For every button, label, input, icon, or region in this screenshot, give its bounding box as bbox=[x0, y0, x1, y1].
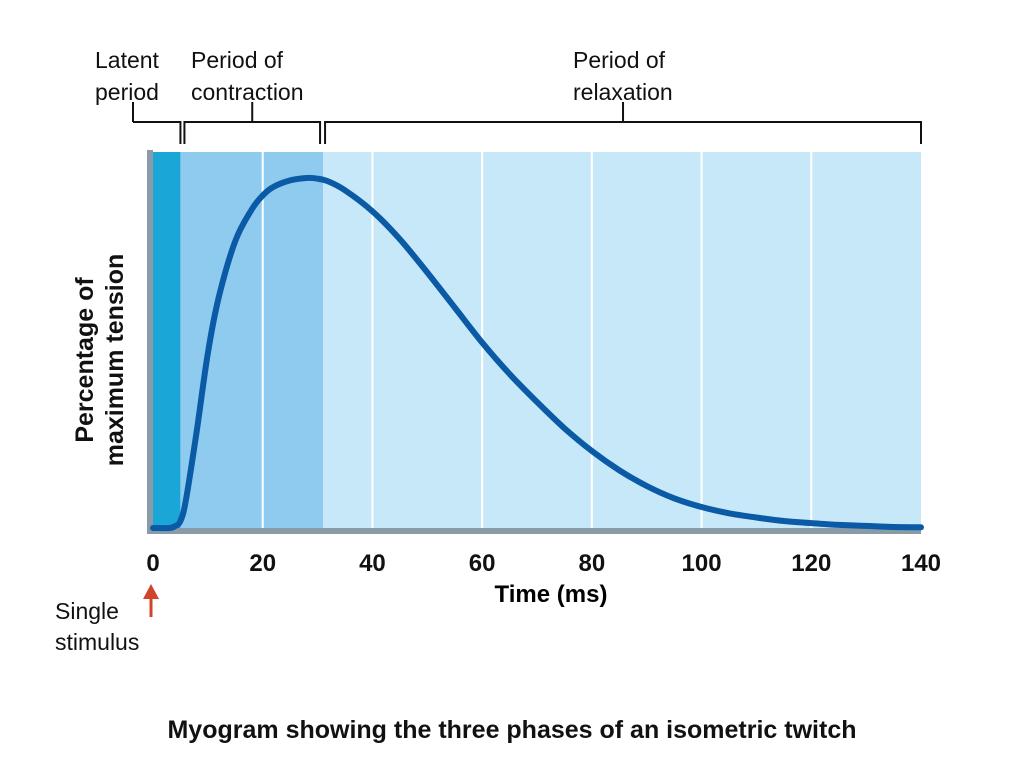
x-tick-label: 100 bbox=[682, 550, 722, 577]
x-tick-label: 80 bbox=[579, 550, 606, 577]
stimulus-label: Single stimulus bbox=[55, 596, 139, 658]
phase-bands bbox=[153, 152, 921, 530]
phase-label-line: relaxation bbox=[573, 79, 673, 105]
phase-label-latent: Latent period bbox=[95, 44, 159, 108]
phase-label-line: contraction bbox=[191, 79, 304, 105]
phase-brackets bbox=[132, 102, 922, 144]
phase-label-line: Period of bbox=[573, 47, 666, 73]
x-tick-labels: 0 20 40 60 80 100 120 140 bbox=[146, 550, 941, 577]
x-tick-label: 60 bbox=[469, 550, 496, 577]
stimulus-label-line: stimulus bbox=[55, 629, 140, 655]
y-axis-label-line: Percentage of bbox=[71, 277, 99, 443]
y-axis-label-line: maximum tension bbox=[101, 253, 129, 467]
phase-label-line: period bbox=[95, 79, 159, 105]
bracket-line bbox=[183, 121, 322, 144]
phase-label-line: Period of bbox=[191, 47, 284, 73]
x-axis-line bbox=[147, 528, 921, 534]
phase-bracket bbox=[324, 102, 922, 144]
tension-curve bbox=[150, 174, 924, 532]
stimulus-label-line: Single bbox=[55, 598, 119, 624]
x-tick-label: 120 bbox=[791, 550, 831, 577]
x-tick-label: 140 bbox=[901, 550, 941, 577]
stimulus-arrow-icon bbox=[143, 584, 159, 617]
x-axis-label: Time (ms) bbox=[495, 581, 608, 608]
phase-band bbox=[323, 152, 921, 530]
bracket-line bbox=[133, 121, 182, 144]
phase-bracket bbox=[183, 102, 322, 144]
y-axis-line bbox=[147, 150, 153, 534]
x-tick-label: 0 bbox=[146, 550, 159, 577]
bracket-line bbox=[324, 121, 922, 144]
phase-label-relaxation: Period of relaxation bbox=[573, 44, 673, 108]
x-tick-label: 40 bbox=[359, 550, 386, 577]
phase-bracket bbox=[132, 102, 182, 144]
phase-label-line: Latent bbox=[95, 47, 159, 73]
phase-label-contraction: Period of contraction bbox=[191, 44, 304, 108]
axes bbox=[147, 150, 921, 534]
figure-caption: Myogram showing the three phases of an i… bbox=[167, 716, 857, 744]
x-tick-label: 20 bbox=[249, 550, 276, 577]
phase-band bbox=[153, 152, 181, 530]
